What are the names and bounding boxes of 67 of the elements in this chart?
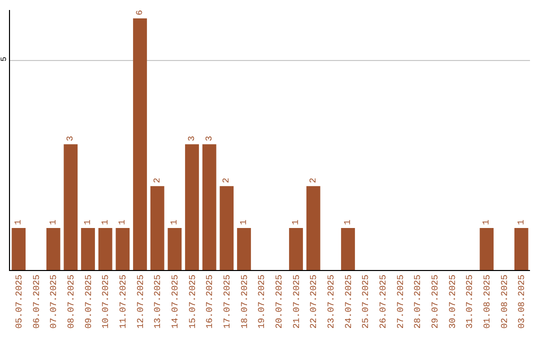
x-tick-label: 05.07.2025 (14, 274, 25, 329)
bar (480, 228, 494, 270)
data-label: 3 (187, 136, 197, 142)
bar (150, 186, 164, 270)
x-tick-label: 01.08.2025 (482, 274, 493, 329)
x-tick-label: 18.07.2025 (240, 274, 250, 329)
x-tick-label: 19.07.2025 (257, 274, 268, 329)
bar (98, 228, 112, 270)
x-tick-label: 06.07.2025 (32, 274, 42, 329)
bar (81, 228, 95, 270)
data-label: 1 (343, 220, 353, 226)
x-tick-label: 11.07.2025 (118, 274, 129, 329)
bar (220, 186, 234, 270)
bar (116, 228, 130, 270)
x-tick-label: 24.07.2025 (344, 274, 354, 329)
data-label: 1 (48, 220, 58, 226)
x-tick-label: 22.07.2025 (309, 274, 320, 329)
bar (289, 228, 303, 270)
x-tick-label: 29.07.2025 (430, 274, 441, 329)
bar (237, 228, 251, 270)
bar (12, 228, 26, 270)
x-tick-label: 25.07.2025 (361, 274, 372, 329)
bar (306, 186, 320, 270)
y-tick-label: 5 (0, 56, 9, 62)
x-tick-label: 14.07.2025 (170, 274, 181, 329)
bar (64, 144, 78, 270)
x-tick-label: 13.07.2025 (153, 274, 164, 329)
x-tick-label: 20.07.2025 (274, 274, 285, 329)
x-tick-label: 07.07.2025 (49, 274, 60, 329)
bar (185, 144, 199, 270)
data-label: 2 (152, 178, 162, 184)
x-tick-label: 02.08.2025 (500, 274, 510, 329)
x-tick-label: 12.07.2025 (136, 274, 146, 329)
x-tick-label: 15.07.2025 (188, 274, 198, 329)
data-label: 1 (118, 220, 128, 226)
x-tick-label: 31.07.2025 (465, 274, 476, 329)
data-label: 3 (204, 136, 214, 142)
x-tick-label: 21.07.2025 (292, 274, 302, 329)
x-tick-label: 23.07.2025 (326, 274, 337, 329)
data-label: 1 (83, 220, 93, 226)
data-label: 1 (239, 220, 249, 226)
data-label: 1 (14, 220, 24, 226)
data-label: 3 (66, 136, 76, 142)
x-tick-label: 10.07.2025 (101, 274, 112, 329)
x-tick-label: 03.08.2025 (517, 274, 528, 329)
data-label: 1 (170, 220, 180, 226)
bar (341, 228, 355, 270)
x-tick-label: 30.07.2025 (448, 274, 458, 329)
x-tick-label: 09.07.2025 (84, 274, 94, 329)
x-tick-label: 28.07.2025 (413, 274, 424, 329)
bar (202, 144, 216, 270)
bar (514, 228, 528, 270)
bar (46, 228, 60, 270)
data-label: 6 (135, 10, 145, 16)
data-label: 1 (100, 220, 110, 226)
data-label: 2 (308, 178, 318, 184)
data-label: 1 (516, 220, 526, 226)
data-label: 2 (222, 178, 232, 184)
x-tick-label: 26.07.2025 (378, 274, 389, 329)
x-tick-label: 17.07.2025 (222, 274, 233, 329)
x-tick-label: 27.07.2025 (396, 274, 406, 329)
data-label: 1 (291, 220, 301, 226)
bar (133, 18, 147, 270)
x-tick-label: 16.07.2025 (205, 274, 216, 329)
data-label: 1 (482, 220, 492, 226)
x-tick-label: 08.07.2025 (66, 274, 77, 329)
bar (168, 228, 182, 270)
